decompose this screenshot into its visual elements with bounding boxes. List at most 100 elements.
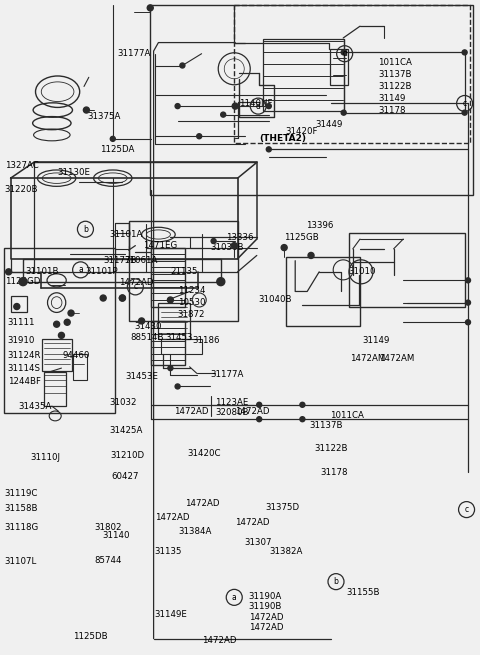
Text: d: d [256,102,261,111]
Circle shape [221,112,226,117]
Circle shape [341,110,346,115]
Circle shape [462,50,467,55]
Text: b: b [334,577,338,586]
Circle shape [281,244,287,251]
Text: 1123AE: 1123AE [215,398,249,407]
Text: 31036B: 31036B [210,243,244,252]
Bar [4,248,115,413]
Text: 31210D: 31210D [110,451,144,460]
Circle shape [175,103,180,109]
Bar [44,372,66,406]
Circle shape [341,50,346,55]
Circle shape [54,321,60,328]
Text: 1125GD: 1125GD [5,277,40,286]
Circle shape [168,365,173,371]
Bar [330,49,348,85]
Text: 31453: 31453 [166,333,193,342]
Text: 31130E: 31130E [58,168,91,178]
Text: 31375A: 31375A [87,112,121,121]
Circle shape [197,134,202,139]
Text: a: a [232,593,237,602]
Text: 31114S: 31114S [8,364,41,373]
Text: 31149: 31149 [362,336,390,345]
Circle shape [180,63,185,68]
Circle shape [466,320,470,325]
Circle shape [19,278,27,286]
Text: 31101P: 31101P [85,267,118,276]
Text: 31435A: 31435A [18,402,52,411]
Bar [129,221,238,321]
Bar [151,248,185,307]
Text: 31420F: 31420F [286,126,318,136]
Text: 31122B: 31122B [314,444,348,453]
Text: 31140: 31140 [102,531,130,540]
Text: 31430: 31430 [134,322,162,331]
Text: 31177B: 31177B [103,256,137,265]
Text: 31149E: 31149E [155,610,187,619]
Text: 1140NF: 1140NF [239,99,273,108]
Text: 1472AD: 1472AD [155,513,189,522]
Text: 1244BF: 1244BF [8,377,41,386]
Text: d: d [342,49,347,58]
Bar [11,296,27,312]
Text: 21135: 21135 [170,267,198,276]
Circle shape [64,319,70,326]
Text: 31101B: 31101B [25,267,59,276]
Bar [150,5,473,195]
Text: 1125DA: 1125DA [100,145,134,154]
Text: 13336: 13336 [226,233,253,242]
Text: 31382A: 31382A [270,547,303,556]
Text: 31158B: 31158B [5,504,38,513]
Circle shape [84,107,89,113]
Circle shape [257,417,262,422]
Text: 1472AM: 1472AM [379,354,415,364]
Text: 1472AD: 1472AD [185,498,219,508]
Bar [73,354,87,380]
Text: 1472AD: 1472AD [202,636,236,645]
Text: 1125GB: 1125GB [284,233,319,242]
Text: 13396: 13396 [306,221,334,231]
Text: 31453E: 31453E [126,372,159,381]
Text: c: c [465,505,468,514]
Bar [115,223,129,249]
Text: 31802: 31802 [95,523,122,532]
Text: 31178: 31178 [321,468,348,477]
Text: 1472AD: 1472AD [119,278,154,288]
Text: 1125DB: 1125DB [73,632,108,641]
Text: 1471EG: 1471EG [143,241,177,250]
Text: 31137B: 31137B [378,70,412,79]
Circle shape [462,110,467,115]
Text: 31420C: 31420C [187,449,221,458]
Text: 1472AD: 1472AD [235,518,270,527]
Circle shape [211,238,216,244]
Text: b: b [83,225,88,234]
Text: 31149: 31149 [378,94,406,103]
Bar [151,321,185,365]
Circle shape [120,295,125,301]
Text: 94460: 94460 [62,351,90,360]
Text: 31119C: 31119C [5,489,38,498]
Circle shape [68,310,74,316]
Circle shape [6,269,12,275]
Circle shape [217,278,225,286]
Text: 1011CA: 1011CA [378,58,412,67]
Text: 31111: 31111 [8,318,35,327]
Text: 60427: 60427 [111,472,139,481]
Text: 31122B: 31122B [378,82,412,91]
Circle shape [232,103,238,109]
Text: 31124R: 31124R [8,351,41,360]
Circle shape [120,295,125,301]
Circle shape [14,303,20,310]
Text: (THETA2): (THETA2) [259,134,306,143]
Text: 1472AD: 1472AD [249,612,283,622]
Text: 11234: 11234 [178,286,205,295]
Text: 31110J: 31110J [30,453,60,462]
Text: 31101A: 31101A [109,230,143,239]
Text: 31177A: 31177A [210,370,244,379]
Bar [158,303,190,339]
Circle shape [110,136,115,141]
Bar [349,233,465,307]
Circle shape [300,417,305,422]
Bar [263,39,344,111]
Text: c: c [133,282,137,291]
